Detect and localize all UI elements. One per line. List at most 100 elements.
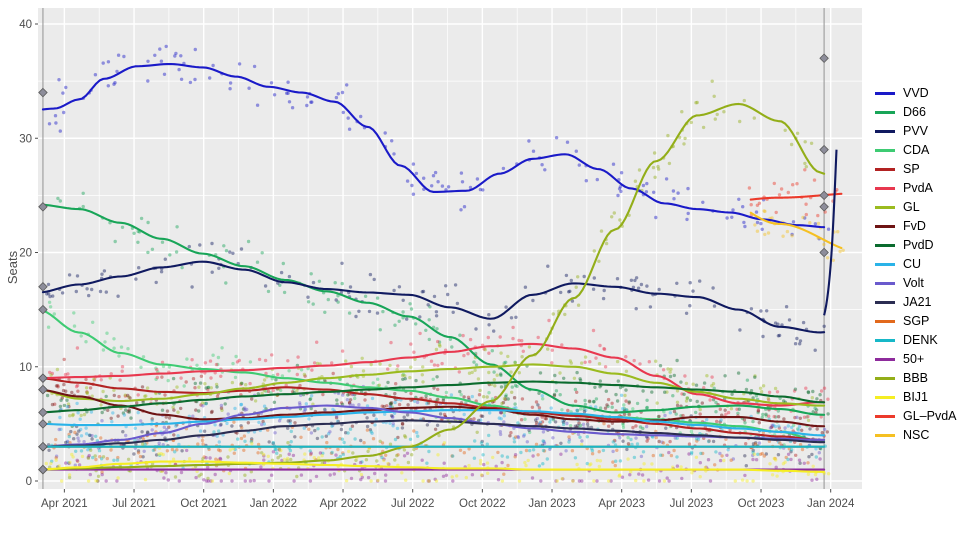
legend-line-icon bbox=[875, 339, 895, 342]
poll-point bbox=[446, 292, 450, 297]
poll-point bbox=[367, 309, 372, 314]
poll-point bbox=[187, 244, 191, 249]
legend-item-sp[interactable]: SP bbox=[872, 160, 960, 179]
poll-point bbox=[161, 443, 165, 447]
election-marker-2021 bbox=[38, 87, 48, 98]
poll-point bbox=[382, 404, 386, 409]
poll-point bbox=[575, 390, 579, 394]
poll-point bbox=[132, 231, 136, 235]
poll-point bbox=[466, 395, 471, 399]
poll-point bbox=[499, 372, 503, 376]
poll-point bbox=[810, 478, 814, 482]
poll-point bbox=[60, 396, 64, 400]
poll-point bbox=[578, 377, 582, 381]
poll-point bbox=[738, 119, 742, 124]
poll-point bbox=[243, 439, 247, 443]
poll-point bbox=[769, 425, 774, 429]
poll-point bbox=[776, 334, 781, 338]
poll-point bbox=[790, 425, 794, 430]
legend-item-bbb[interactable]: BBB bbox=[872, 369, 960, 388]
poll-point bbox=[323, 408, 327, 412]
poll-point bbox=[751, 450, 755, 455]
y-tick-label: 10 bbox=[19, 362, 32, 374]
poll-point bbox=[437, 433, 441, 438]
legend-item-pvda[interactable]: PvdA bbox=[872, 179, 960, 198]
legend-item-ja21[interactable]: JA21 bbox=[872, 293, 960, 312]
poll-point bbox=[478, 461, 483, 466]
poll-point bbox=[798, 416, 802, 420]
poll-point bbox=[70, 452, 74, 457]
poll-point bbox=[685, 396, 690, 400]
poll-point bbox=[76, 436, 80, 440]
poll-point bbox=[434, 479, 439, 483]
poll-point bbox=[160, 360, 165, 364]
legend-item-denk[interactable]: DENK bbox=[872, 331, 960, 350]
poll-point bbox=[629, 437, 633, 442]
poll-point bbox=[749, 389, 754, 393]
legend-line-icon bbox=[875, 320, 895, 323]
legend-item-sgp[interactable]: SGP bbox=[872, 312, 960, 331]
poll-point bbox=[219, 406, 224, 410]
poll-point bbox=[575, 370, 579, 375]
poll-point bbox=[62, 357, 66, 362]
poll-point bbox=[303, 452, 307, 456]
poll-point bbox=[388, 421, 392, 425]
poll-point bbox=[350, 424, 355, 428]
poll-point bbox=[773, 386, 778, 391]
legend-item-d66[interactable]: D66 bbox=[872, 103, 960, 122]
poll-point bbox=[400, 373, 405, 378]
poll-point bbox=[202, 455, 206, 459]
poll-point bbox=[776, 415, 781, 419]
poll-point bbox=[344, 359, 348, 363]
poll-point bbox=[663, 413, 667, 418]
poll-point bbox=[771, 423, 776, 427]
legend-item-gl-pvda[interactable]: GL–PvdA bbox=[872, 407, 960, 426]
poll-point bbox=[286, 359, 290, 363]
poll-point bbox=[555, 479, 559, 483]
legend-item-cda[interactable]: CDA bbox=[872, 141, 960, 160]
poll-point bbox=[544, 417, 548, 421]
legend-item-pvdd[interactable]: PvdD bbox=[872, 236, 960, 255]
poll-point bbox=[198, 429, 203, 433]
poll-point bbox=[401, 372, 406, 377]
legend-item-50-[interactable]: 50+ bbox=[872, 350, 960, 369]
poll-point bbox=[803, 140, 807, 144]
legend-item-vvd[interactable]: VVD bbox=[872, 84, 960, 103]
poll-point bbox=[504, 305, 508, 309]
poll-point bbox=[295, 363, 300, 368]
poll-point bbox=[527, 345, 532, 349]
poll-point bbox=[800, 447, 805, 452]
legend-item-volt[interactable]: Volt bbox=[872, 274, 960, 293]
poll-point bbox=[201, 457, 205, 461]
legend-item-cu[interactable]: CU bbox=[872, 255, 960, 274]
poll-point bbox=[165, 409, 170, 413]
poll-point bbox=[798, 342, 802, 346]
legend-item-nsc[interactable]: NSC bbox=[872, 426, 960, 445]
poll-point bbox=[297, 401, 302, 405]
poll-point bbox=[330, 450, 334, 455]
legend-item-fvd[interactable]: FvD bbox=[872, 217, 960, 236]
poll-point bbox=[242, 406, 247, 410]
poll-point bbox=[511, 325, 515, 330]
x-tick-label: Apr 2023 bbox=[598, 498, 645, 510]
poll-point bbox=[753, 374, 757, 378]
poll-point bbox=[137, 266, 141, 270]
poll-point bbox=[397, 285, 402, 289]
poll-point bbox=[240, 381, 244, 386]
legend-color-swatch bbox=[872, 408, 898, 426]
poll-point bbox=[712, 386, 716, 390]
legend-item-pvv[interactable]: PVV bbox=[872, 122, 960, 141]
poll-point bbox=[672, 373, 676, 378]
poll-point bbox=[536, 403, 540, 407]
legend-item-gl[interactable]: GL bbox=[872, 198, 960, 217]
poll-point bbox=[426, 401, 431, 405]
poll-point bbox=[90, 287, 94, 292]
poll-point bbox=[753, 223, 757, 227]
legend-item-bij1[interactable]: BIJ1 bbox=[872, 388, 960, 407]
poll-point bbox=[462, 205, 467, 209]
poll-point bbox=[686, 186, 690, 191]
poll-point bbox=[753, 442, 757, 446]
poll-point bbox=[762, 454, 766, 458]
poll-point bbox=[622, 412, 627, 417]
